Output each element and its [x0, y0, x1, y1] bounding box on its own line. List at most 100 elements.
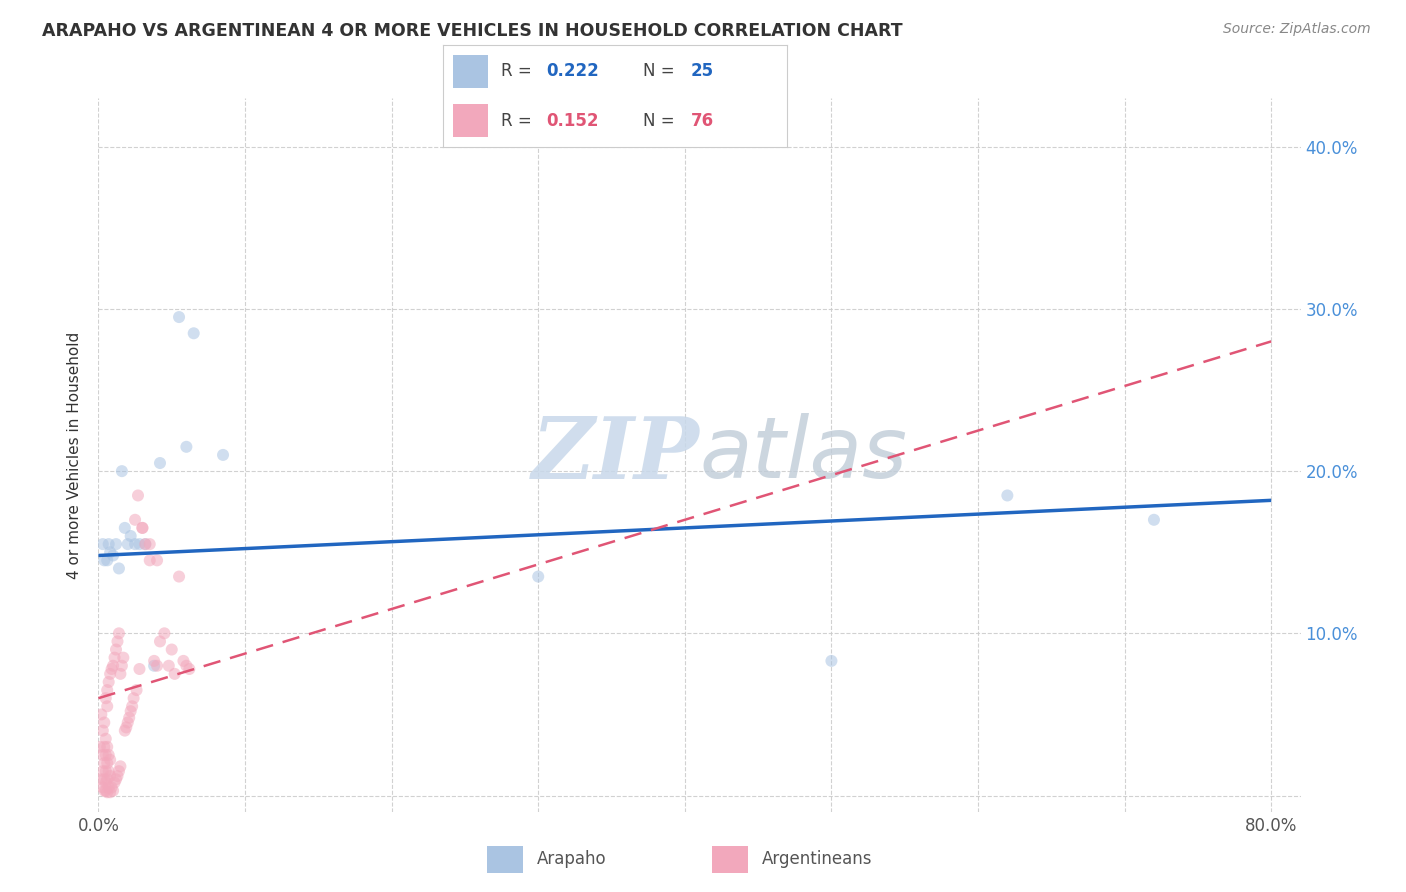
- Point: [176, 440, 198, 454]
- Point: [114, 521, 136, 535]
- Point: [127, 488, 149, 502]
- Text: N =: N =: [643, 112, 679, 129]
- Point: [122, 691, 145, 706]
- Point: [97, 747, 120, 762]
- Point: [96, 553, 118, 567]
- Point: [93, 715, 115, 730]
- Text: 0.152: 0.152: [546, 112, 599, 129]
- Point: [163, 666, 186, 681]
- Point: [820, 654, 842, 668]
- Bar: [453, 55, 488, 87]
- Point: [212, 448, 235, 462]
- Text: 76: 76: [690, 112, 714, 129]
- Y-axis label: 4 or more Vehicles in Household: 4 or more Vehicles in Household: [67, 331, 83, 579]
- Point: [149, 456, 172, 470]
- Point: [111, 464, 134, 478]
- Point: [96, 683, 118, 698]
- Point: [98, 666, 121, 681]
- Point: [96, 756, 118, 770]
- Point: [98, 785, 121, 799]
- Point: [112, 650, 135, 665]
- Point: [93, 756, 115, 770]
- Point: [117, 715, 139, 730]
- Point: [91, 747, 114, 762]
- Point: [179, 662, 201, 676]
- Point: [93, 553, 115, 567]
- Text: Source: ZipAtlas.com: Source: ZipAtlas.com: [1223, 22, 1371, 37]
- Point: [107, 634, 129, 648]
- Point: [105, 772, 128, 787]
- Point: [160, 642, 183, 657]
- Point: [131, 521, 153, 535]
- Text: ZIP: ZIP: [531, 413, 700, 497]
- Point: [183, 326, 205, 341]
- Point: [94, 731, 117, 746]
- Point: [138, 537, 160, 551]
- Point: [110, 759, 132, 773]
- Point: [91, 723, 114, 738]
- Point: [100, 662, 122, 676]
- Point: [96, 699, 118, 714]
- Point: [94, 764, 117, 779]
- Point: [146, 553, 169, 567]
- Point: [114, 723, 136, 738]
- Point: [527, 569, 550, 583]
- Point: [167, 310, 190, 324]
- Point: [91, 537, 114, 551]
- Text: R =: R =: [502, 62, 537, 80]
- Bar: [486, 847, 523, 873]
- Point: [96, 785, 118, 799]
- Point: [97, 537, 120, 551]
- Text: atlas: atlas: [700, 413, 907, 497]
- Point: [94, 691, 117, 706]
- Point: [172, 654, 194, 668]
- Point: [94, 783, 117, 797]
- Point: [118, 711, 141, 725]
- Point: [97, 780, 120, 795]
- Point: [101, 549, 124, 563]
- Point: [91, 764, 114, 779]
- Point: [89, 739, 111, 754]
- Point: [128, 537, 150, 551]
- Point: [143, 658, 166, 673]
- Point: [93, 772, 115, 787]
- Point: [117, 537, 139, 551]
- Text: Arapaho: Arapaho: [537, 849, 606, 868]
- Text: N =: N =: [643, 62, 679, 80]
- Text: 25: 25: [690, 62, 714, 80]
- Point: [108, 561, 131, 575]
- Point: [90, 707, 112, 722]
- Point: [94, 747, 117, 762]
- Point: [124, 537, 146, 551]
- Point: [91, 780, 114, 795]
- Point: [149, 634, 172, 648]
- Point: [115, 720, 138, 734]
- Point: [995, 488, 1018, 502]
- Bar: [453, 104, 488, 137]
- Point: [176, 658, 198, 673]
- Point: [96, 772, 118, 787]
- Text: R =: R =: [502, 112, 537, 129]
- Point: [1143, 513, 1166, 527]
- Point: [90, 772, 112, 787]
- Text: 0.222: 0.222: [546, 62, 599, 80]
- Point: [134, 537, 156, 551]
- Point: [101, 658, 124, 673]
- Point: [103, 650, 125, 665]
- Point: [124, 513, 146, 527]
- Text: ARAPAHO VS ARGENTINEAN 4 OR MORE VEHICLES IN HOUSEHOLD CORRELATION CHART: ARAPAHO VS ARGENTINEAN 4 OR MORE VEHICLE…: [42, 22, 903, 40]
- Text: Argentineans: Argentineans: [762, 849, 872, 868]
- Point: [107, 769, 129, 783]
- Point: [94, 775, 117, 789]
- Point: [96, 739, 118, 754]
- Point: [125, 683, 148, 698]
- Point: [146, 658, 169, 673]
- Point: [97, 675, 120, 690]
- Point: [120, 704, 142, 718]
- Point: [153, 626, 176, 640]
- Point: [98, 769, 121, 783]
- Point: [108, 626, 131, 640]
- Point: [120, 529, 142, 543]
- Point: [105, 537, 128, 551]
- Point: [138, 553, 160, 567]
